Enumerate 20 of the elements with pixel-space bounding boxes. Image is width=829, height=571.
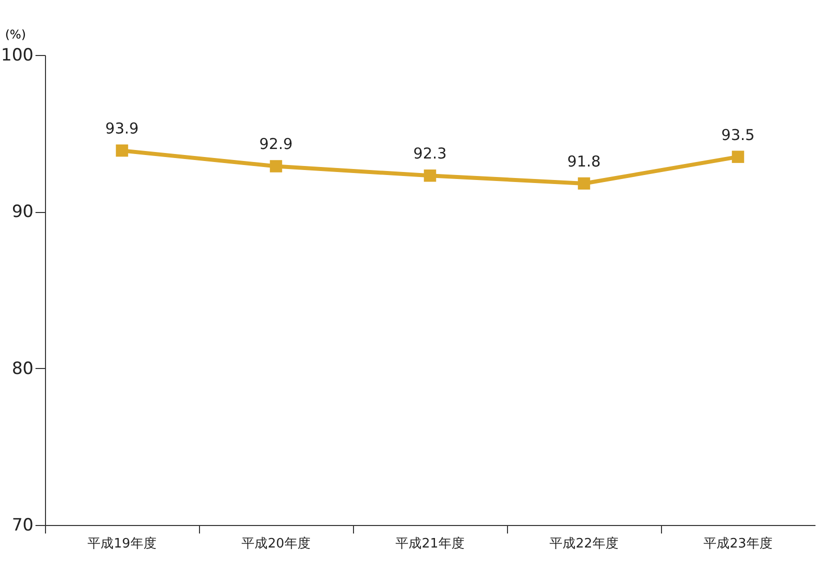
x-tick-label: 平成19年度 xyxy=(88,536,156,552)
y-tick-label: 70 xyxy=(12,516,34,536)
point xyxy=(732,150,744,163)
y-tick-label: 100 xyxy=(1,46,34,66)
point xyxy=(424,170,436,182)
y-axis-title: (%) xyxy=(5,28,26,42)
x-tick-label: 平成20年度 xyxy=(242,536,310,552)
data-label: 92.9 xyxy=(259,135,293,154)
y-tick-label: 90 xyxy=(12,202,34,222)
data-label: 93.9 xyxy=(105,120,139,138)
y-tick-label: 80 xyxy=(12,358,34,379)
data-label: 92.3 xyxy=(413,144,447,163)
x-tick-label: 平成23年度 xyxy=(704,536,772,552)
data-label: 91.8 xyxy=(567,152,601,170)
point xyxy=(116,144,128,157)
point xyxy=(578,177,590,190)
data-label: 93.5 xyxy=(721,126,755,144)
x-tick-label: 平成21年度 xyxy=(396,536,464,552)
x-tick-label: 平成22年度 xyxy=(550,536,618,552)
point xyxy=(270,160,282,172)
